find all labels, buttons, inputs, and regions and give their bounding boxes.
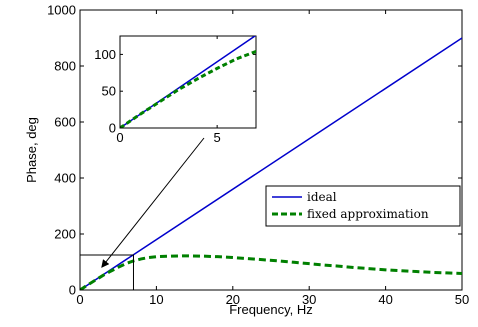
main-x-tick-label: 0 [76, 292, 83, 307]
main-series-line-ideal [80, 37, 462, 290]
main-y-tick-label: 600 [54, 115, 76, 130]
main-y-tick-label: 800 [54, 59, 76, 74]
zoom-arrow [101, 137, 205, 268]
main-series-group [80, 37, 462, 290]
legend-label-ideal: ideal [307, 190, 337, 204]
inset-y-tick-label: 100 [94, 47, 116, 62]
legend-box [265, 185, 461, 227]
inset-y-tick-label: 0 [109, 121, 116, 136]
main-x-tick-label: 10 [149, 292, 163, 307]
x-axis-label: Frequency, Hz [229, 302, 313, 317]
inset-series-group [120, 36, 256, 128]
main-x-tick-label: 50 [455, 292, 469, 307]
main-y-tick-label: 1000 [47, 3, 76, 18]
main-x-tick-label: 20 [226, 292, 240, 307]
inset-series-line-fixed-approximation [120, 49, 256, 128]
inset-x-tick-label: 0 [116, 130, 123, 145]
main-y-tick-label: 400 [54, 171, 76, 186]
inset-y-tick-label: 50 [102, 84, 116, 99]
main-y-tick-label: 200 [54, 227, 76, 242]
main-y-tick-label: 0 [69, 283, 76, 298]
legend: ideal fixed approximation [265, 185, 461, 227]
main-x-tick-label: 30 [302, 292, 316, 307]
zoom-region-box [79, 254, 134, 291]
inset-x-tick-label: 5 [214, 130, 221, 145]
main-x-tick-label: 40 [378, 292, 392, 307]
main-series-line-fixed-approximation [80, 254, 462, 290]
legend-label-fixed-approximation: fixed approximation [307, 207, 429, 221]
y-axis-label: Phase, deg [24, 117, 39, 183]
